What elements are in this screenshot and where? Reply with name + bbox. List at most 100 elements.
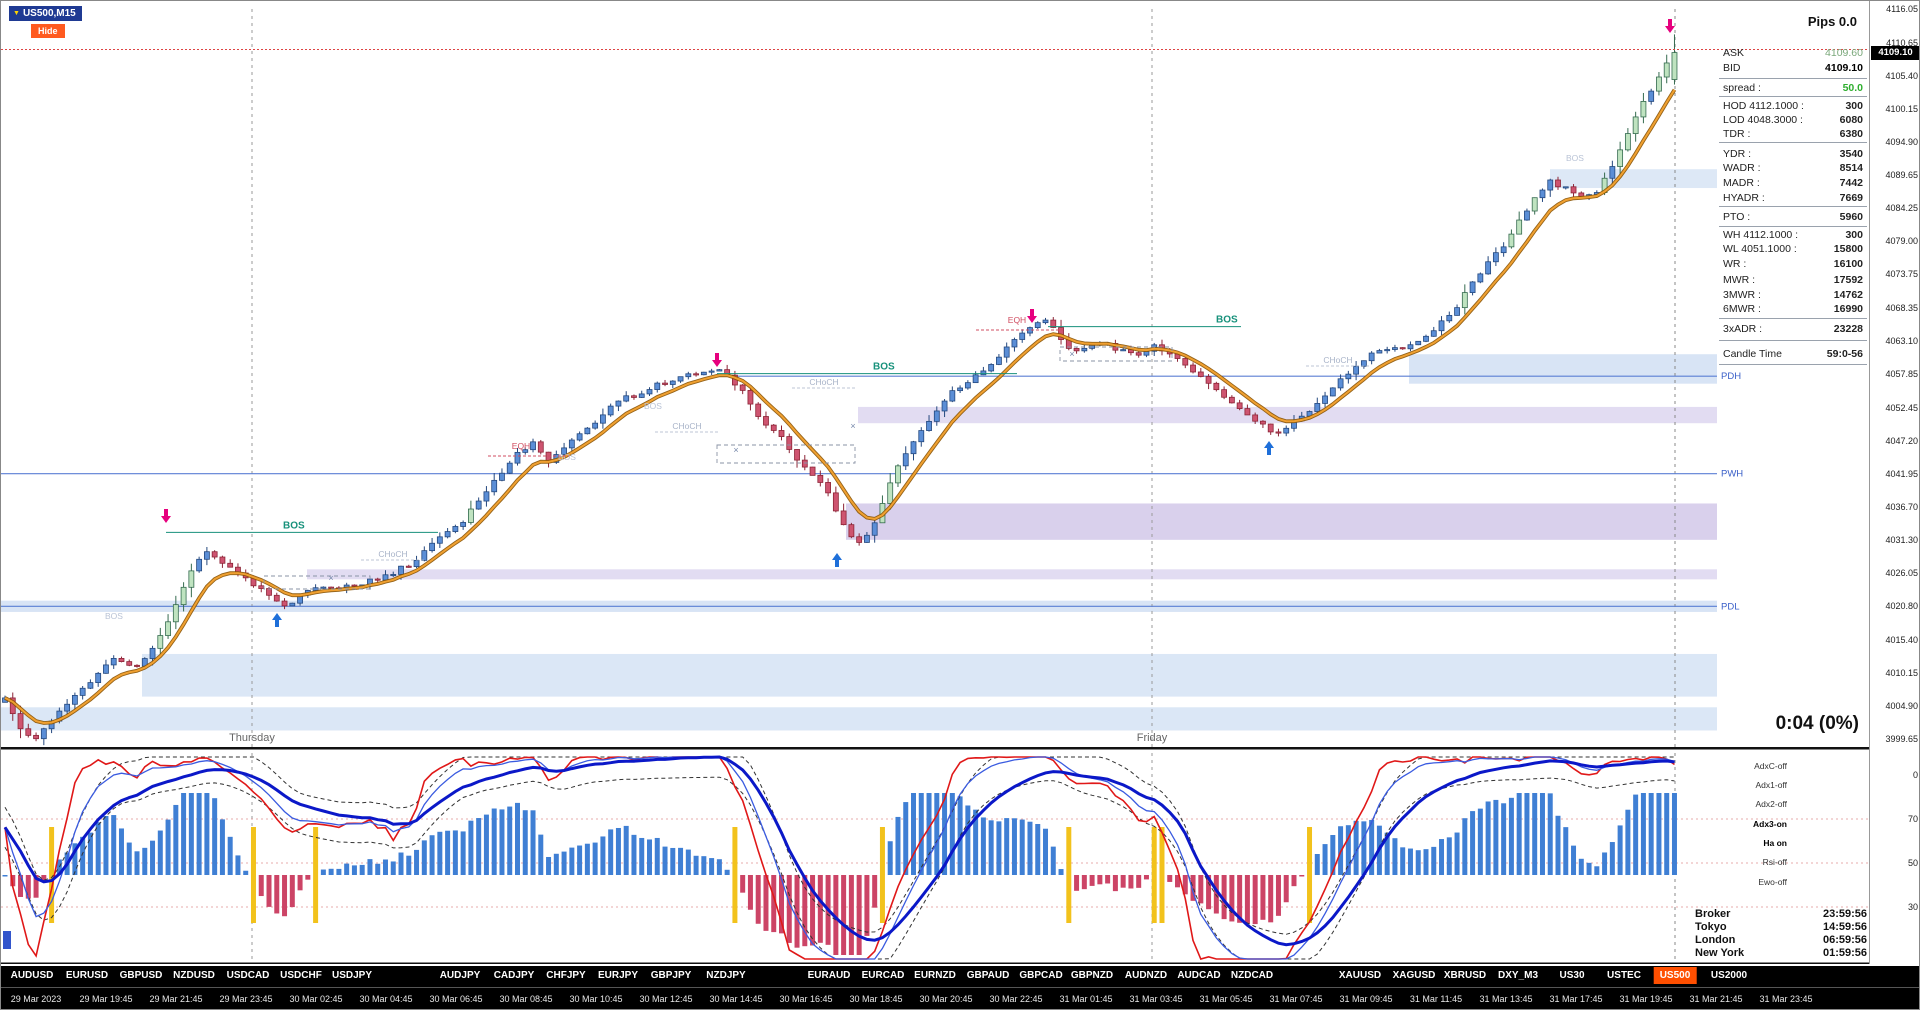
indicator-panel [1, 755, 1869, 960]
symbol-EURAUD[interactable]: EURAUD [807, 970, 851, 981]
symbol-XAGUSD[interactable]: XAGUSD [1392, 970, 1436, 981]
symbol-DXY_M3[interactable]: DXY_M3 [1497, 970, 1539, 981]
svg-text:Thursday: Thursday [229, 732, 275, 744]
info-separator [1719, 142, 1867, 143]
info-row-wr-: WR :16100 [1723, 257, 1863, 270]
symbol-USTEC[interactable]: USTEC [1607, 970, 1641, 981]
sell-signal-arrow-icon [1027, 309, 1037, 323]
time-axis-label: 30 Mar 18:45 [849, 994, 903, 1004]
price-tick: 4110.65 [1886, 37, 1918, 48]
symbol-AUDJPY[interactable]: AUDJPY [439, 970, 481, 981]
symbol-GBPUSD[interactable]: GBPUSD [119, 970, 163, 981]
info-separator [1719, 340, 1867, 341]
info-separator [1719, 206, 1867, 207]
candle-countdown-timer: 0:04 (0%) [1775, 713, 1859, 734]
indicator-toggle-adx3-on[interactable]: Adx3-on [1753, 819, 1787, 829]
indicator-toggle-ewo-off[interactable]: Ewo-off [1758, 877, 1787, 887]
svg-text:CHoCH: CHoCH [672, 421, 701, 431]
time-axis-label: 29 Mar 23:45 [219, 994, 273, 1004]
symbol-NZDUSD[interactable]: NZDUSD [173, 970, 215, 981]
ma-line-shadow [4, 88, 1677, 725]
symbol-XAUUSD[interactable]: XAUUSD [1338, 970, 1382, 981]
info-row-spread-: spread :50.0 [1723, 81, 1863, 94]
time-axis-label: 30 Mar 02:45 [289, 994, 343, 1004]
slow-oscillator-line [3, 755, 1675, 947]
time-axis-label: 31 Mar 03:45 [1129, 994, 1183, 1004]
symbol-EURUSD[interactable]: EURUSD [65, 970, 109, 981]
time-axis-label: 30 Mar 10:45 [569, 994, 623, 1004]
symbol-ribbon: AUDUSD EURUSD GBPUSD NZDUSD USDCAD USDCHF USDJ… [1, 966, 1919, 987]
indicator-toggle-rsi-off[interactable]: Rsi-off [1762, 857, 1787, 867]
quote-info-panel: ASK 4109.60 BID 4109.10 spread :50.0 HOD 4112… [1719, 1, 1867, 381]
symbol-EURCAD[interactable]: EURCAD [861, 970, 905, 981]
time-axis[interactable]: 29 Mar 2023 29 Mar 19:45 29 Mar 21:45 29 Ma… [1, 987, 1919, 1009]
price-tick: 3999.65 [1885, 733, 1918, 744]
symbol-AUDUSD[interactable]: AUDUSD [10, 970, 54, 981]
symbol-EURNZD[interactable]: EURNZD [914, 970, 956, 981]
symbol-CADJPY[interactable]: CADJPY [493, 970, 535, 981]
info-row-ask: ASK 4109.60 [1723, 46, 1863, 59]
info-row-mwr-: MWR :17592 [1723, 273, 1863, 286]
symbol-XBRUSD[interactable]: XBRUSD [1443, 970, 1487, 981]
symbol-CHFJPY[interactable]: CHFJPY [546, 970, 586, 981]
time-axis-label: 30 Mar 14:45 [709, 994, 763, 1004]
pips-readout: Pips 0.0 [1807, 14, 1857, 29]
symbol-USDCHF[interactable]: USDCHF [280, 970, 322, 981]
svg-text:×: × [850, 421, 855, 431]
indicator-scale-tick: 70 [1907, 814, 1918, 824]
time-axis-label: 30 Mar 22:45 [989, 994, 1043, 1004]
time-axis-label: 30 Mar 12:45 [639, 994, 693, 1004]
time-axis-label: 29 Mar 2023 [10, 994, 62, 1004]
svg-text:CHoCH: CHoCH [378, 549, 407, 559]
time-axis-label: 31 Mar 17:45 [1549, 994, 1603, 1004]
info-separator [1719, 78, 1867, 79]
indicator-toggle-ha-on[interactable]: Ha on [1763, 838, 1787, 848]
symbol-timeframe-chip[interactable]: ▼ US500,M15 [9, 6, 82, 21]
price-tick: 4052.45 [1885, 402, 1918, 413]
price-tick: 4105.40 [1885, 70, 1918, 81]
sell-signal-arrow-icon [712, 353, 722, 367]
info-row-candle-time: Candle Time 59:0-56 [1723, 347, 1863, 360]
symbol-US2000[interactable]: US2000 [1710, 970, 1748, 981]
info-row-wh-4112-1000-: WH 4112.1000 :300 [1723, 228, 1863, 241]
time-axis-label: 30 Mar 04:45 [359, 994, 413, 1004]
symbol-USDJPY[interactable]: USDJPY [331, 970, 373, 981]
symbol-NZDCAD[interactable]: NZDCAD [1230, 970, 1274, 981]
mid-oscillator-line [4, 756, 1675, 960]
symbol-GBPJPY[interactable]: GBPJPY [650, 970, 692, 981]
symbol-US500[interactable]: US500 [1653, 967, 1697, 984]
price-tick: 4036.70 [1885, 501, 1918, 512]
time-axis-label: 31 Mar 19:45 [1619, 994, 1673, 1004]
indicator-toggle-adx2-off[interactable]: Adx2-off [1755, 799, 1787, 809]
price-tick: 4020.80 [1885, 601, 1918, 612]
symbol-NZDJPY[interactable]: NZDJPY [706, 970, 746, 981]
hide-button[interactable]: Hide [31, 24, 65, 38]
svg-text:PDL: PDL [1721, 601, 1739, 612]
symbol-USDCAD[interactable]: USDCAD [226, 970, 270, 981]
clock-row-tokyo: Tokyo 14:59:56 [1695, 920, 1867, 933]
svg-text:BOS: BOS [644, 401, 662, 411]
indicator-toggle-adx1-off[interactable]: Adx1-off [1755, 780, 1787, 790]
symbol-AUDCAD[interactable]: AUDCAD [1177, 970, 1221, 981]
symbol-EURJPY[interactable]: EURJPY [597, 970, 639, 981]
symbol-GBPNZD[interactable]: GBPNZD [1070, 970, 1114, 981]
price-tick: 4068.35 [1885, 303, 1918, 314]
time-axis-label: 31 Mar 07:45 [1269, 994, 1323, 1004]
time-axis-label: 30 Mar 20:45 [919, 994, 973, 1004]
chart-canvas[interactable]: Thursday Friday PDH PWH PDL BOS BOS BOS BOS BOS BO… [1, 1, 1869, 964]
svg-text:×: × [328, 573, 333, 583]
indicator-toggle-adxc-off[interactable]: AdxC-off [1754, 761, 1787, 771]
panel-divider [1, 747, 1869, 750]
price-tick: 4084.25 [1885, 203, 1918, 214]
current-price-badge: 4109.10 [1871, 45, 1919, 60]
symbol-US30[interactable]: US30 [1559, 970, 1585, 981]
symbol-AUDNZD[interactable]: AUDNZD [1124, 970, 1168, 981]
price-tick: 4073.75 [1885, 269, 1918, 280]
price-tick: 4057.85 [1885, 368, 1918, 379]
symbol-GBPCAD[interactable]: GBPCAD [1019, 970, 1063, 981]
info-row-hod-4112-1000-: HOD 4112.1000 :300 [1723, 99, 1863, 112]
price-scale[interactable]: 4109.10 4116.05 4110.65 4105.40 4100.15 4094… [1869, 1, 1919, 964]
buy-signal-arrow-icon [272, 613, 282, 627]
symbol-GBPAUD[interactable]: GBPAUD [966, 970, 1010, 981]
chart-svg: Thursday FridayPDHPWHPDLBOSBOSBOSBOSBOSBO… [1, 9, 1869, 964]
